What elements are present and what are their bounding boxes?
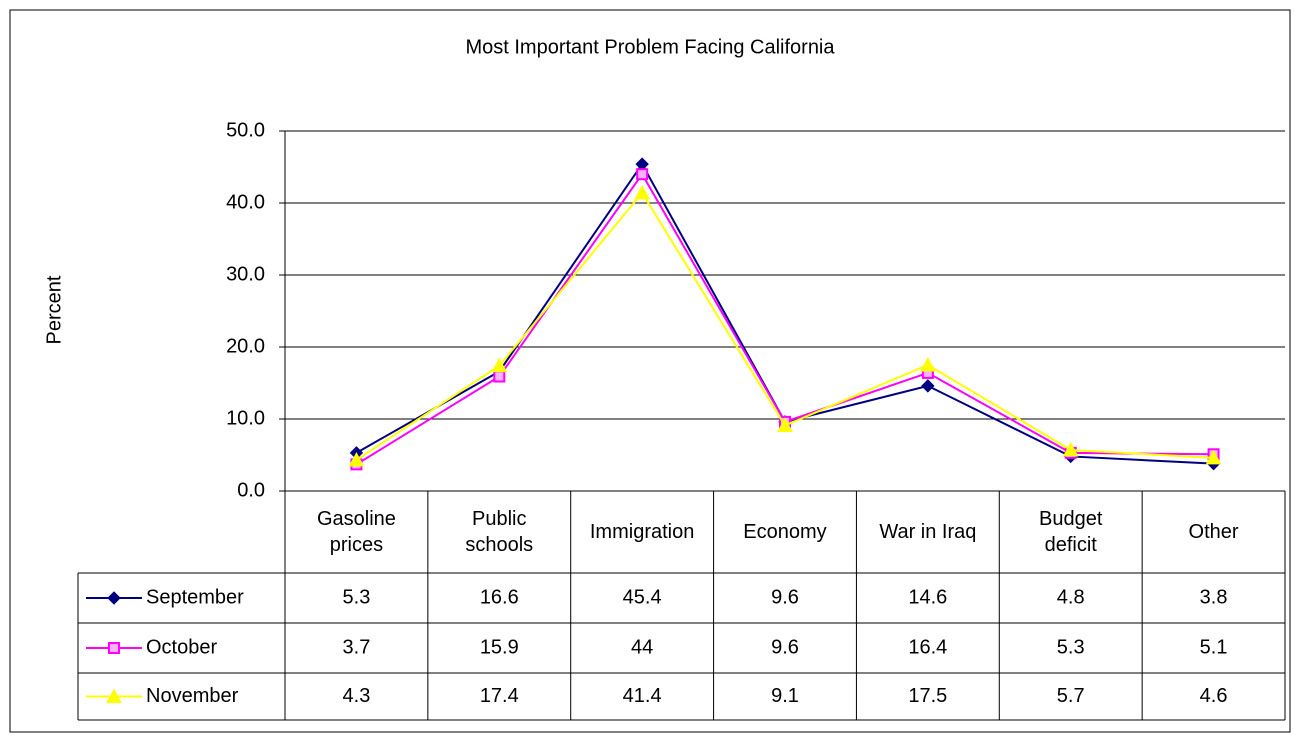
table-value: 17.5	[908, 685, 947, 707]
table-value: 9.1	[771, 685, 799, 707]
y-axis-label: Percent	[43, 275, 65, 344]
y-tick-label: 10.0	[226, 407, 265, 429]
table-value: 17.4	[480, 685, 519, 707]
data-point	[493, 370, 506, 383]
table-value: 41.4	[623, 685, 662, 707]
data-point	[1062, 441, 1079, 457]
legend-label: November	[146, 685, 239, 707]
x-tick-label: Immigration	[589, 521, 695, 543]
table-value: 16.4	[908, 636, 947, 658]
table-value: 4.6	[1200, 685, 1228, 707]
x-tick-label: Public schools	[465, 508, 534, 556]
x-tick-label: Economy	[743, 521, 827, 543]
data-point	[634, 184, 650, 200]
data-point	[491, 357, 508, 373]
y-tick-label: 0.0	[237, 479, 265, 501]
table-value: 5.1	[1200, 636, 1228, 658]
data-point	[777, 417, 793, 432]
chart-title: Most Important Problem Facing California	[465, 36, 835, 58]
table-value: 5.7	[1057, 685, 1085, 707]
x-tick-label: Gasoline prices	[316, 508, 396, 556]
legend-marker	[108, 642, 120, 654]
table-value: 45.4	[623, 586, 662, 608]
table-value: 4.8	[1057, 586, 1085, 608]
table-value: 4.3	[343, 685, 371, 707]
legend-label: September	[146, 586, 244, 608]
chart-border	[9, 9, 1291, 733]
table-value: 16.6	[480, 586, 519, 608]
table-value: 3.7	[343, 636, 371, 658]
data-point	[921, 379, 935, 393]
y-tick-label: 20.0	[226, 335, 265, 357]
table-value: 5.3	[1057, 636, 1085, 658]
table-value: 9.6	[771, 586, 799, 608]
table-value: 5.3	[343, 586, 371, 608]
x-tick-label: Budget deficit	[1039, 508, 1103, 556]
table-value: 14.6	[908, 586, 947, 608]
legend-marker	[106, 688, 122, 703]
legend-marker	[107, 591, 121, 605]
data-point	[920, 356, 936, 372]
x-tick-label: War in Iraq	[879, 521, 977, 543]
table-value: 9.6	[771, 636, 799, 658]
table-value: 44	[631, 636, 653, 658]
legend-label: October	[146, 636, 217, 658]
data-point	[636, 168, 649, 181]
data-point	[1205, 449, 1222, 465]
y-tick-label: 30.0	[226, 263, 265, 285]
table-value: 15.9	[480, 636, 519, 658]
table-value: 3.8	[1200, 586, 1228, 608]
y-tick-label: 40.0	[226, 191, 265, 213]
x-tick-label: Other	[1188, 521, 1239, 543]
y-tick-label: 50.0	[226, 119, 265, 141]
data-point	[348, 451, 365, 467]
